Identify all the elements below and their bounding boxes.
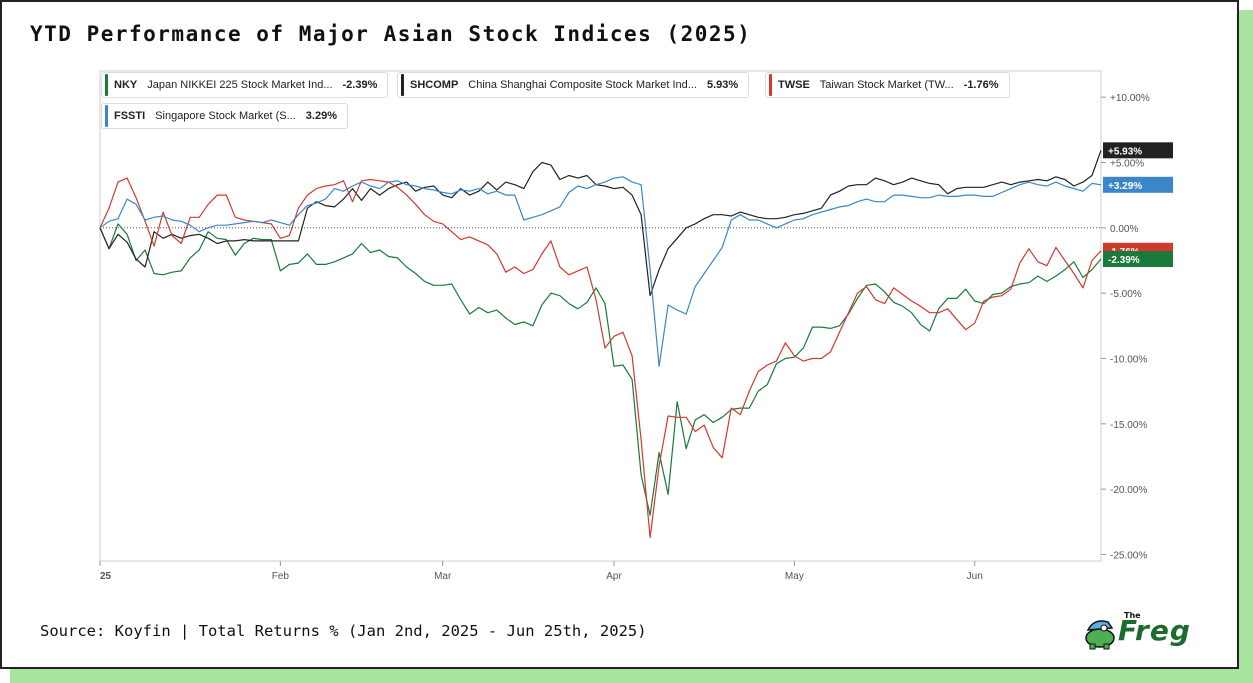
end-value-label: +5.93%	[1108, 146, 1142, 157]
y-tick-label: +10.00%	[1110, 93, 1150, 104]
end-value-badge	[1103, 176, 1173, 193]
legend-swatch	[105, 105, 108, 127]
source-caption: Source: Koyfin | Total Returns % (Jan 2n…	[40, 622, 647, 640]
x-tick-label: Jun	[967, 571, 983, 582]
logo-small-text: The	[1124, 611, 1141, 620]
legend-item-fssti[interactable]: FSSTI Singapore Stock Market (S... 3.29%	[101, 103, 348, 129]
legend-swatch	[769, 74, 772, 96]
legend-swatch	[401, 74, 404, 96]
legend-ticker: FSSTI	[114, 110, 146, 122]
y-tick-label: 0.00%	[1110, 224, 1138, 235]
legend-item-twse[interactable]: TWSE Taiwan Stock Market (TW... -1.76%	[765, 72, 1010, 98]
x-tick-label: Mar	[434, 571, 452, 582]
series-line-twse	[99, 177, 1102, 539]
legend-item-nky[interactable]: NKY Japan NIKKEI 225 Stock Market Ind...…	[101, 72, 389, 98]
legend-return: -1.76%	[963, 79, 999, 91]
x-tick-label: 25	[100, 571, 112, 582]
series-line-fssti	[99, 176, 1102, 367]
legend-ticker: TWSE	[778, 79, 810, 91]
legend-return: 3.29%	[305, 110, 337, 122]
logo-wordmark: Freg	[1118, 614, 1191, 647]
legend-name: Japan NIKKEI 225 Stock Market Ind...	[147, 79, 333, 91]
legend-name: China Shanghai Composite Stock Market In…	[468, 79, 697, 91]
legend-name: Taiwan Stock Market (TW...	[819, 79, 954, 91]
legend-swatch	[105, 74, 108, 96]
y-tick-label: -20.00%	[1110, 485, 1147, 496]
y-tick-label: +5.00%	[1110, 158, 1144, 169]
legend-return: -2.39%	[342, 79, 378, 91]
end-value-label: +3.29%	[1108, 181, 1142, 192]
frog-logo-icon	[1085, 620, 1115, 650]
end-value-badge	[1103, 142, 1173, 159]
legend-item-shcomp[interactable]: SHCOMP China Shanghai Composite Stock Ma…	[397, 72, 750, 98]
plot-frame	[99, 70, 1102, 562]
x-tick-label: Feb	[272, 571, 290, 582]
end-value-label: -2.39%	[1108, 255, 1140, 266]
y-tick-label: -5.00%	[1110, 289, 1142, 300]
y-tick-label: -10.00%	[1110, 354, 1147, 365]
y-tick-label: -25.00%	[1110, 550, 1147, 561]
x-tick-label: May	[785, 571, 804, 582]
y-tick-label: -15.00%	[1110, 420, 1147, 431]
legend-return: 5.93%	[706, 79, 739, 91]
legend-ticker: SHCOMP	[410, 79, 459, 91]
x-tick-label: Apr	[606, 571, 622, 582]
chart-title: YTD Performance of Major Asian Stock Ind…	[30, 22, 752, 46]
end-value-badge	[1103, 251, 1173, 268]
series-line-nky	[99, 223, 1102, 516]
series-line-shcomp	[99, 150, 1102, 297]
legend-name: Singapore Stock Market (S...	[155, 110, 296, 122]
legend-ticker: NKY	[114, 79, 138, 91]
